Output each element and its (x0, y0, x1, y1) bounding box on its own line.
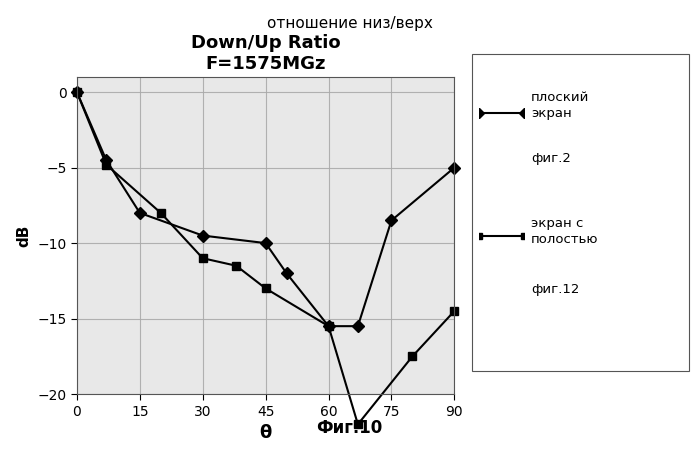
Title: Down/Up Ratio
F=1575MGz: Down/Up Ratio F=1575MGz (191, 34, 340, 72)
Text: Фиг.10: Фиг.10 (317, 419, 382, 437)
Text: экран с
полостью: экран с полостью (531, 217, 599, 246)
Y-axis label: dB: dB (17, 224, 31, 247)
Text: отношение низ/верх: отношение низ/верх (266, 16, 433, 31)
X-axis label: θ: θ (259, 424, 272, 442)
Text: фиг.12: фиг.12 (531, 283, 579, 296)
Text: плоский
экран: плоский экран (531, 91, 590, 120)
Text: фиг.2: фиг.2 (531, 152, 571, 165)
